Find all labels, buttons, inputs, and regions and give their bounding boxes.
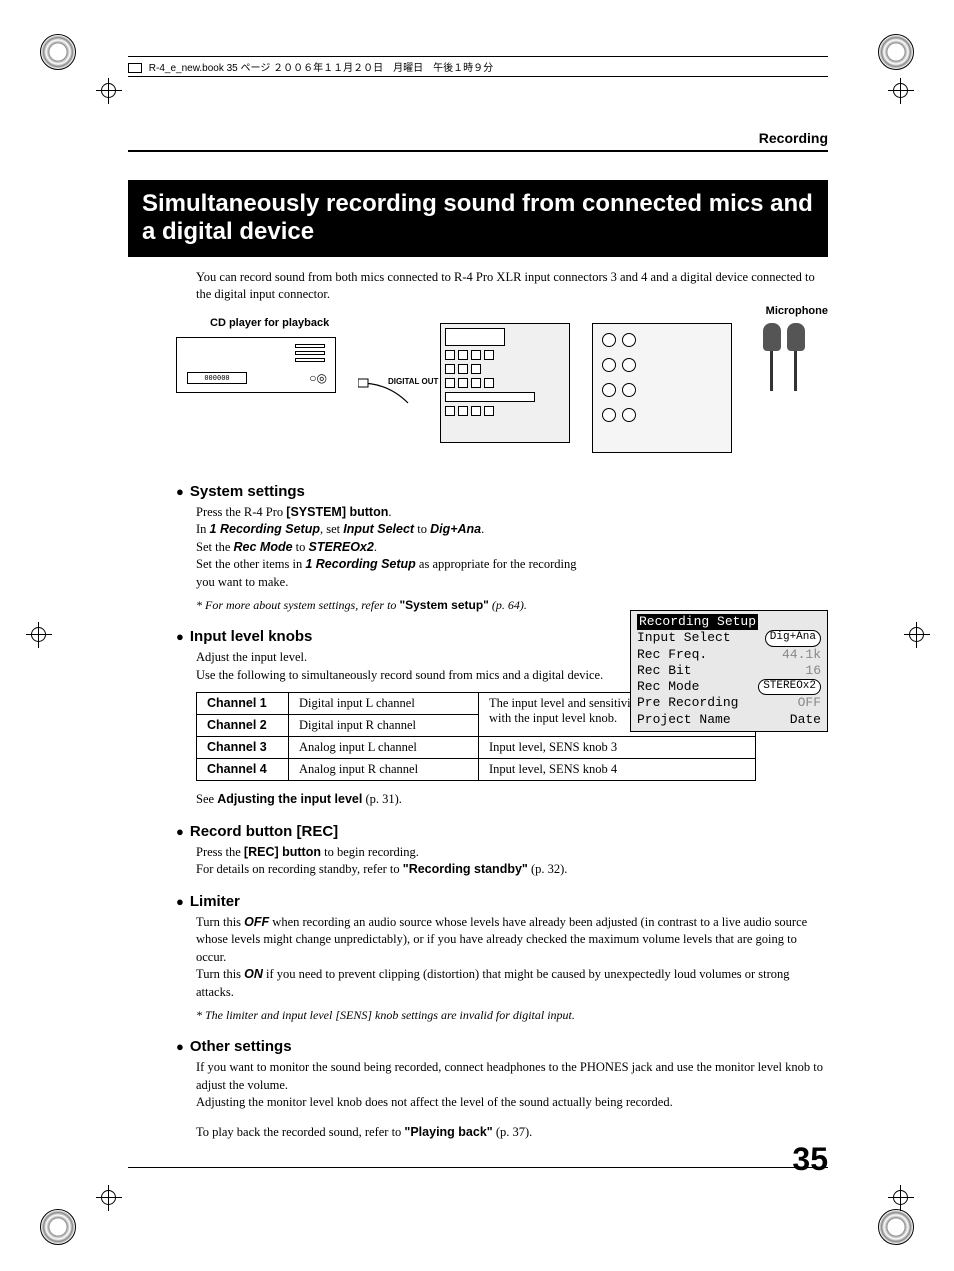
registration-ml [26, 622, 52, 648]
table-row: Channel 4 Analog input R channel Input l… [197, 759, 756, 781]
cd-display: 000000 [187, 372, 247, 384]
page-title-banner: Simultaneously recording sound from conn… [128, 180, 828, 257]
lcd-row-label: Rec Freq. [637, 647, 707, 663]
table-row: Channel 3 Analog input L channel Input l… [197, 737, 756, 759]
body-line: Press the [REC] button to begin recordin… [196, 844, 828, 862]
note-cell: Input level, SENS knob 3 [479, 737, 756, 759]
heading-system-settings: System settings [176, 483, 828, 500]
page-number: 35 [792, 1141, 828, 1178]
microphones-icon [754, 323, 814, 356]
registration-tr [888, 78, 914, 104]
registration-bl [96, 1185, 122, 1211]
lcd-row-label: Rec Bit [637, 663, 692, 679]
lcd-row-label: Pre Recording [637, 695, 738, 711]
record-button-section: Record button [REC] Press the [REC] butt… [128, 823, 828, 879]
note-line: For more about system settings, refer to… [196, 597, 586, 614]
recorder-front-icon [440, 323, 570, 443]
desc-cell: Digital input R channel [289, 715, 479, 737]
channel-cell: Channel 1 [197, 693, 289, 715]
lcd-row-label: Input Select [637, 630, 731, 646]
channel-cell: Channel 4 [197, 759, 289, 781]
body-line: Adjusting the monitor level knob does no… [196, 1094, 828, 1112]
limiter-section: Limiter Turn this OFF when recording an … [128, 893, 828, 1024]
body-line: Turn this OFF when recording an audio so… [196, 914, 828, 967]
body-line: Turn this ON if you need to prevent clip… [196, 966, 828, 1001]
body-line: Set the other items in 1 Recording Setup… [196, 556, 586, 591]
body-line: For details on recording standby, refer … [196, 861, 828, 879]
other-settings-section: Other settings If you want to monitor th… [128, 1038, 828, 1141]
top-rule [128, 150, 828, 152]
connection-diagram: CD player for playback Microphone 000000… [176, 323, 828, 453]
lcd-row-label: Project Name [637, 712, 731, 728]
microphone-label: Microphone [766, 305, 828, 317]
page-content: Recording Simultaneously recording sound… [128, 130, 828, 1168]
lcd-row-value: 44.1k [782, 647, 821, 663]
heading-record-button: Record button [REC] [176, 823, 828, 840]
lcd-screenshot: Recording Setup Input Select Dig+Ana Rec … [630, 610, 828, 732]
heading-limiter: Limiter [176, 893, 828, 910]
lcd-row-value: OFF [798, 695, 821, 711]
cd-player-label: CD player for playback [210, 317, 329, 329]
channel-cell: Channel 2 [197, 715, 289, 737]
desc-cell: Analog input R channel [289, 759, 479, 781]
body-line: Press the R-4 Pro [SYSTEM] button. [196, 504, 586, 522]
lcd-title: Recording Setup [637, 614, 758, 630]
cable-icon [358, 353, 418, 423]
book-icon [128, 63, 142, 73]
body-line: Set the Rec Mode to STEREOx2. [196, 539, 586, 557]
cd-player-icon: 000000 ○◎ [176, 337, 336, 393]
lcd-row-value: Date [790, 712, 821, 728]
print-meta-header: R-4_e_new.book 35 ページ ２００６年１１月２０日 月曜日 午後… [128, 56, 828, 77]
bottom-rule [128, 1167, 828, 1168]
section-label: Recording [128, 130, 828, 146]
lcd-row-value: 16 [805, 663, 821, 679]
heading-other-settings: Other settings [176, 1038, 828, 1055]
system-settings-section: System settings Press the R-4 Pro [SYSTE… [128, 483, 828, 614]
note-line: The limiter and input level [SENS] knob … [196, 1007, 828, 1024]
lcd-row-value: Dig+Ana [765, 630, 821, 646]
crop-mark-br [878, 1209, 914, 1245]
registration-mr [904, 622, 930, 648]
desc-cell: Digital input L channel [289, 693, 479, 715]
body-line: In 1 Recording Setup, set Input Select t… [196, 521, 586, 539]
digital-out-label: DIGITAL OUT [388, 377, 438, 386]
note-cell: Input level, SENS knob 4 [479, 759, 756, 781]
registration-tl [96, 78, 122, 104]
body-line: If you want to monitor the sound being r… [196, 1059, 828, 1094]
crop-mark-tl [40, 34, 76, 70]
registration-br [888, 1185, 914, 1211]
lcd-row-label: Rec Mode [637, 679, 699, 695]
channel-cell: Channel 3 [197, 737, 289, 759]
body-line: To play back the recorded sound, refer t… [196, 1124, 828, 1142]
lcd-row-value: STEREOx2 [758, 679, 821, 695]
intro-text: You can record sound from both mics conn… [196, 269, 828, 303]
meta-text: R-4_e_new.book 35 ページ ２００６年１１月２０日 月曜日 午後… [149, 63, 493, 74]
body-line: See Adjusting the input level (p. 31). [196, 791, 828, 809]
desc-cell: Analog input L channel [289, 737, 479, 759]
crop-mark-tr [878, 34, 914, 70]
crop-mark-bl [40, 1209, 76, 1245]
recorder-rear-icon [592, 323, 732, 453]
